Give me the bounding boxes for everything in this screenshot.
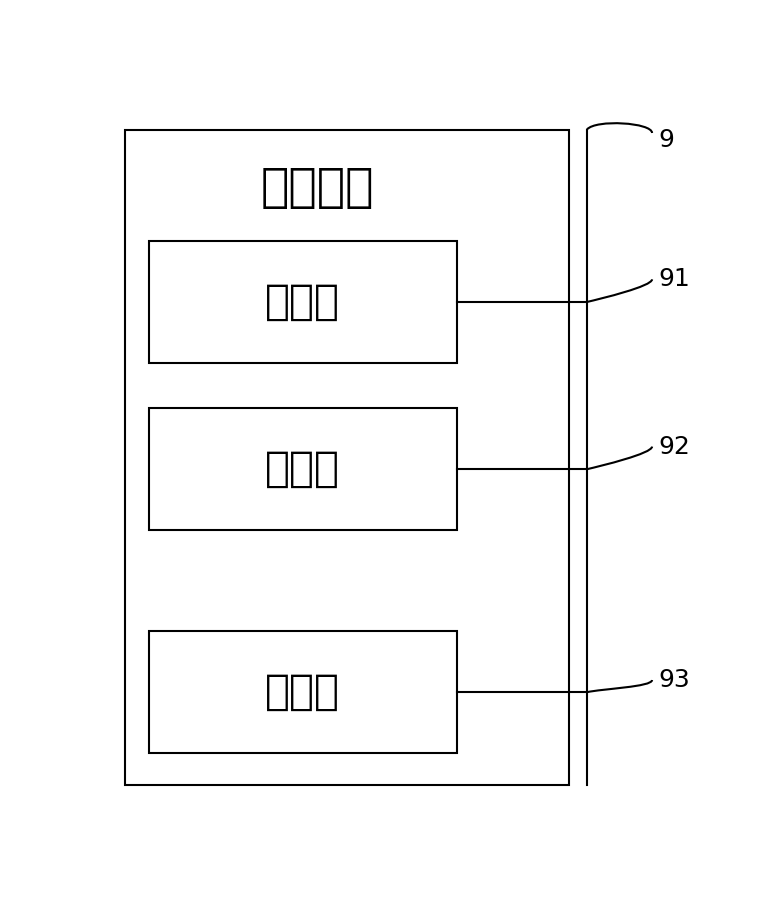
Bar bbox=[125, 129, 569, 785]
Bar bbox=[149, 632, 457, 753]
Text: 振动器: 振动器 bbox=[265, 672, 340, 713]
Bar bbox=[149, 241, 457, 363]
Text: 9: 9 bbox=[658, 128, 674, 152]
Text: 93: 93 bbox=[658, 668, 690, 692]
Text: 92: 92 bbox=[658, 434, 690, 459]
Bar bbox=[149, 408, 457, 530]
Text: 提示灯: 提示灯 bbox=[265, 281, 340, 323]
Text: 蜂鸣器: 蜂鸣器 bbox=[265, 448, 340, 491]
Text: 91: 91 bbox=[658, 267, 690, 291]
Text: 预警单元: 预警单元 bbox=[261, 167, 374, 211]
